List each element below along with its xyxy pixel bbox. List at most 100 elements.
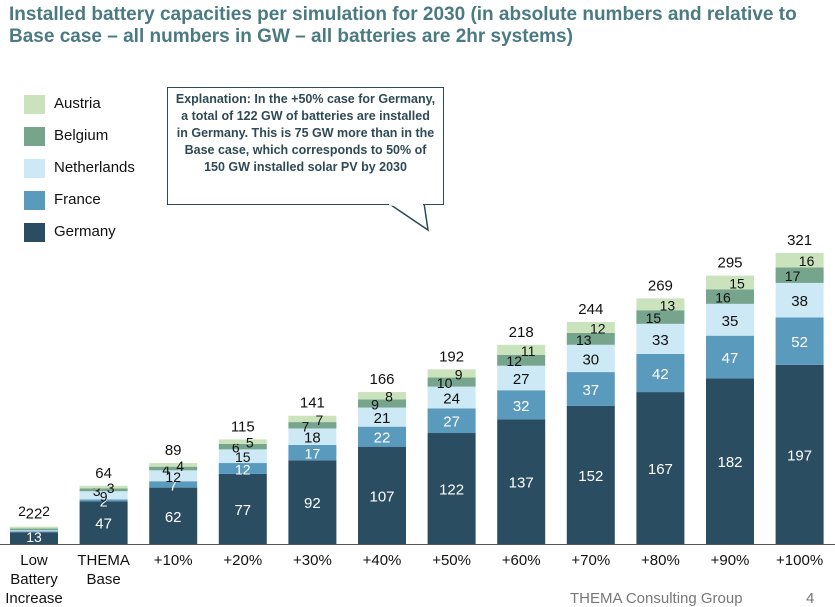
- bar-value-label: 7: [316, 412, 324, 428]
- bar-value-label: 52: [791, 334, 808, 351]
- bar-segment-austria: [566, 322, 615, 333]
- bar-value-label: 10: [437, 375, 453, 391]
- bar-segment-belgium: [358, 399, 406, 408]
- bar-segment-france: [288, 444, 337, 461]
- category-label: Increase: [5, 590, 63, 606]
- category-label: +20%: [223, 552, 262, 569]
- bar-value-label: 15: [235, 449, 251, 465]
- bar-value-label: 24: [443, 391, 460, 408]
- bar-value-label: 11: [521, 343, 536, 359]
- bar-segment-france: [79, 499, 128, 502]
- bar-segment-belgium: [79, 488, 128, 492]
- bar-value-label: 42: [652, 366, 669, 383]
- bar-value-label: 4: [162, 461, 170, 477]
- bar-segment-austria: [149, 463, 198, 467]
- bar-value-label: 33: [652, 332, 669, 349]
- legend-label-germany: Germany: [54, 223, 116, 240]
- bar-segment-germany: [497, 419, 546, 544]
- bar-value-label: 3: [107, 480, 115, 496]
- bar-segment-netherlands: [636, 323, 685, 354]
- bar-segment-france: [427, 408, 476, 434]
- bar-segment-germany: [706, 378, 754, 544]
- category-label: Battery: [10, 571, 58, 588]
- bar-value-label: 2: [42, 503, 50, 519]
- bar-value-label: 16: [715, 290, 731, 306]
- bar-segment-austria: [497, 344, 546, 355]
- bar-value-label: 5: [246, 435, 254, 451]
- bar-value-label: 17: [785, 268, 801, 284]
- legend-item-netherlands: Netherlands: [24, 157, 184, 178]
- bar-value-label: 27: [513, 371, 530, 388]
- bar-value-label: 18: [304, 430, 321, 447]
- page-number: 4: [806, 590, 815, 607]
- bar-total-label: 166: [369, 371, 394, 388]
- legend-label-netherlands: Netherlands: [54, 159, 135, 176]
- bar-value-label: 2: [100, 493, 108, 509]
- bar-segment-netherlands: [10, 530, 58, 532]
- bar-segment-germany: [358, 446, 406, 544]
- bar-value-label: 9: [371, 396, 379, 412]
- category-label: +40%: [363, 552, 402, 569]
- category-label: +90%: [711, 552, 750, 569]
- bar-segment-germany: [10, 532, 58, 544]
- bar-value-label: 13: [660, 297, 676, 313]
- bar-total-label: 244: [578, 301, 603, 318]
- category-label: +100%: [776, 552, 823, 569]
- bar-value-label: 16: [799, 253, 815, 269]
- bar-value-label: 182: [717, 454, 742, 471]
- bar-segment-germany: [566, 405, 615, 544]
- bar-value-label: 167: [648, 461, 673, 478]
- bar-total-label: 218: [509, 324, 534, 341]
- bar-value-label: 12: [506, 353, 522, 369]
- category-label: +80%: [641, 552, 680, 569]
- bar-value-label: 8: [385, 389, 393, 405]
- bar-value-label: 4: [176, 458, 184, 474]
- bar-value-label: 9: [100, 488, 108, 504]
- bar-value-label: 9: [455, 366, 463, 382]
- bar-total-label: 89: [165, 442, 182, 459]
- footer-company: THEMA Consulting Group: [570, 590, 743, 607]
- legend-swatch-germany: [24, 223, 45, 242]
- bar-segment-belgium: [427, 377, 476, 387]
- bar-total-label: 269: [648, 277, 673, 294]
- bar-segment-belgium: [288, 422, 337, 429]
- bar-value-label: 38: [791, 293, 808, 310]
- bar-value-label: 37: [582, 382, 599, 399]
- bar-segment-netherlands: [218, 449, 267, 464]
- bar-value-label: 2: [18, 503, 26, 519]
- bar-total-label: 22: [26, 506, 43, 523]
- bar-segment-germany: [149, 487, 198, 544]
- legend-swatch-austria: [24, 95, 45, 114]
- bar-segment-belgium: [566, 332, 615, 345]
- bar-value-label: 13: [576, 332, 592, 348]
- bar-segment-germany: [636, 392, 685, 544]
- bar-segment-austria: [358, 392, 406, 400]
- callout-text: Explanation: In the +50% case for German…: [175, 92, 436, 174]
- category-label: Low: [20, 552, 48, 569]
- bar-segment-france: [775, 317, 824, 365]
- category-label: +50%: [432, 552, 471, 569]
- explanation-callout: Explanation: In the +50% case for German…: [167, 87, 444, 205]
- bar-segment-germany: [288, 460, 337, 544]
- bar-value-label: 92: [304, 495, 321, 512]
- bar-value-label: 30: [582, 351, 599, 368]
- bar-segment-belgium: [706, 289, 754, 304]
- bar-segment-germany: [79, 501, 128, 544]
- bar-value-label: 27: [443, 414, 460, 431]
- bar-segment-netherlands: [775, 282, 824, 318]
- bar-segment-belgium: [497, 354, 546, 366]
- bar-total-label: 64: [95, 465, 112, 482]
- bar-segment-netherlands: [427, 386, 476, 409]
- category-label: +30%: [293, 552, 332, 569]
- bar-segment-netherlands: [149, 470, 198, 482]
- bar-segment-france: [149, 481, 198, 488]
- bar-segment-germany: [775, 364, 824, 544]
- category-label: +10%: [154, 552, 193, 569]
- bar-value-label: 15: [646, 310, 662, 326]
- bar-value-label: 47: [95, 516, 112, 533]
- bar-segment-austria: [10, 526, 58, 529]
- bar-segment-belgium: [775, 267, 824, 283]
- bar-segment-france: [706, 335, 754, 379]
- legend-label-belgium: Belgium: [54, 127, 109, 144]
